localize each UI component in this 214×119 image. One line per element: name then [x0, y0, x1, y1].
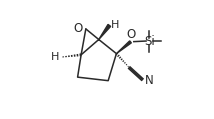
Polygon shape	[99, 24, 111, 40]
Text: O: O	[73, 22, 83, 35]
Text: N: N	[144, 74, 153, 87]
Text: O: O	[126, 28, 135, 41]
Polygon shape	[116, 41, 131, 54]
Text: H: H	[51, 52, 59, 62]
Text: H: H	[111, 20, 119, 30]
Text: Si: Si	[144, 35, 155, 48]
